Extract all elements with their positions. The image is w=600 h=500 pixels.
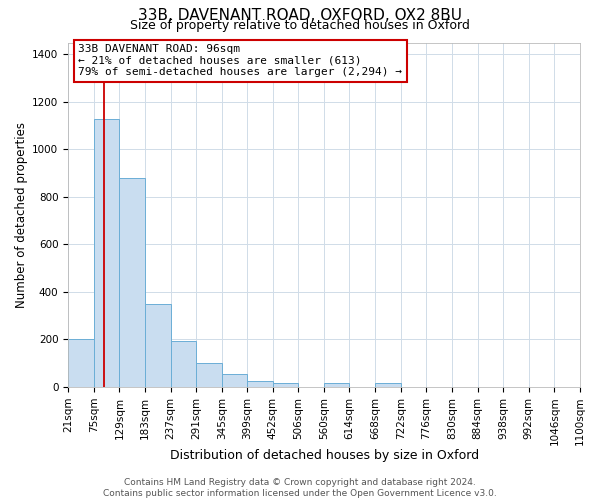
Y-axis label: Number of detached properties: Number of detached properties — [15, 122, 28, 308]
Bar — [170, 340, 196, 387]
Bar — [68, 340, 94, 387]
Text: Size of property relative to detached houses in Oxford: Size of property relative to detached ho… — [130, 19, 470, 32]
X-axis label: Distribution of detached houses by size in Oxford: Distribution of detached houses by size … — [170, 450, 479, 462]
Bar — [324, 384, 349, 387]
Text: 33B, DAVENANT ROAD, OXFORD, OX2 8BU: 33B, DAVENANT ROAD, OXFORD, OX2 8BU — [138, 8, 462, 22]
Bar — [119, 178, 145, 387]
Bar — [222, 374, 247, 387]
Text: Contains HM Land Registry data © Crown copyright and database right 2024.
Contai: Contains HM Land Registry data © Crown c… — [103, 478, 497, 498]
Bar — [94, 118, 119, 387]
Text: 33B DAVENANT ROAD: 96sqm
← 21% of detached houses are smaller (613)
79% of semi-: 33B DAVENANT ROAD: 96sqm ← 21% of detach… — [79, 44, 403, 78]
Bar — [145, 304, 170, 387]
Bar — [247, 381, 273, 387]
Bar — [272, 384, 298, 387]
Bar — [375, 384, 401, 387]
Bar — [196, 363, 222, 387]
